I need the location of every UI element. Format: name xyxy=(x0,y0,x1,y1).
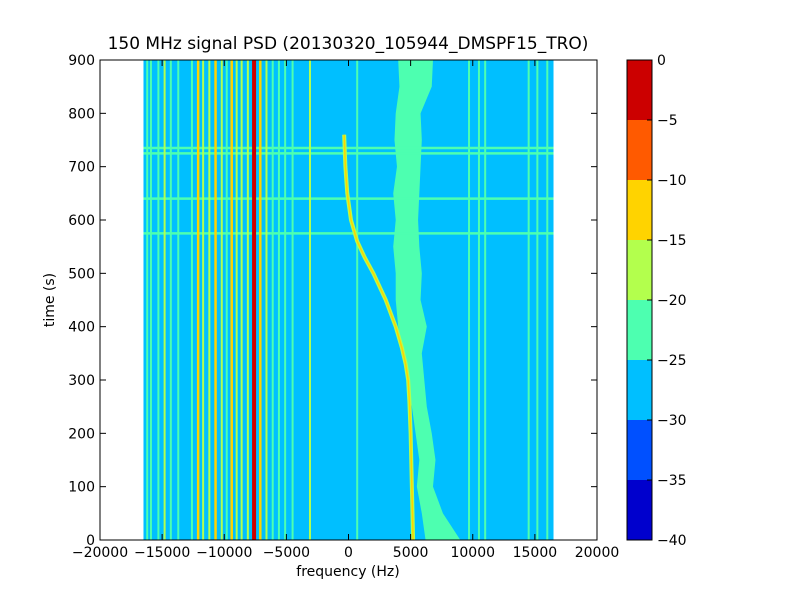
x-tick-label: 10000 xyxy=(450,545,495,561)
colorbar-segment xyxy=(627,420,652,480)
x-tick-label: −5000 xyxy=(263,545,310,561)
colorbar-tick-label: 0 xyxy=(657,53,666,69)
y-tick-label: 900 xyxy=(68,53,95,69)
colorbar-tick-label: −10 xyxy=(657,173,687,189)
x-tick-label: 20000 xyxy=(575,545,620,561)
colorbar-tick-label: −25 xyxy=(657,353,687,369)
y-axis-label: time (s) xyxy=(42,273,58,327)
y-tick-label: 200 xyxy=(68,426,95,442)
y-tick-label: 600 xyxy=(68,213,95,229)
y-axis-ticks: 0 100 200 300 400 500 600 700 800 900 xyxy=(68,53,597,549)
y-tick-label: 500 xyxy=(68,266,95,282)
doppler-track xyxy=(343,134,414,540)
y-tick-label: 700 xyxy=(68,160,95,176)
data-region-background xyxy=(143,60,554,540)
x-tick-label: −20000 xyxy=(72,545,128,561)
chart-title: 150 MHz signal PSD (20130320_105944_DMSP… xyxy=(108,34,589,54)
y-tick-label: 400 xyxy=(68,320,95,336)
colorbar-tick-label: −15 xyxy=(657,233,687,249)
colorbar-segment xyxy=(627,480,652,540)
y-tick-label: 100 xyxy=(68,480,95,496)
y-tick-label: 0 xyxy=(86,533,95,549)
colorbar xyxy=(626,59,653,541)
signal-band xyxy=(393,60,461,540)
y-tick-label: 800 xyxy=(68,106,95,122)
x-axis-label: frequency (Hz) xyxy=(296,564,399,580)
colorbar-tick-label: −30 xyxy=(657,413,687,429)
colorbar-ticks: 0 −5 −10 −15 −20 −25 −30 −35 −40 xyxy=(647,53,687,549)
x-tick-label: 5000 xyxy=(393,545,429,561)
x-tick-label: −10000 xyxy=(196,545,252,561)
colorbar-segment xyxy=(627,120,652,180)
colorbar-tick-label: −35 xyxy=(657,473,687,489)
colorbar-tick-label: −20 xyxy=(657,293,687,309)
colorbar-segment xyxy=(627,60,652,120)
colorbar-tick-label: −40 xyxy=(657,533,687,549)
colorbar-segment xyxy=(627,300,652,360)
x-tick-label: 0 xyxy=(344,545,353,561)
colorbar-tick-label: −5 xyxy=(657,113,678,129)
y-tick-label: 300 xyxy=(68,373,95,389)
colorbar-segment xyxy=(627,240,652,300)
x-tick-label: 15000 xyxy=(513,545,558,561)
x-axis-ticks: −20000 −15000 −10000 −5000 0 5000 10000 15000 20… xyxy=(72,60,619,561)
colorbar-segment xyxy=(627,360,652,420)
spectrogram-layer xyxy=(143,60,554,540)
colorbar-segment xyxy=(627,180,652,240)
x-tick-label: −15000 xyxy=(134,545,190,561)
